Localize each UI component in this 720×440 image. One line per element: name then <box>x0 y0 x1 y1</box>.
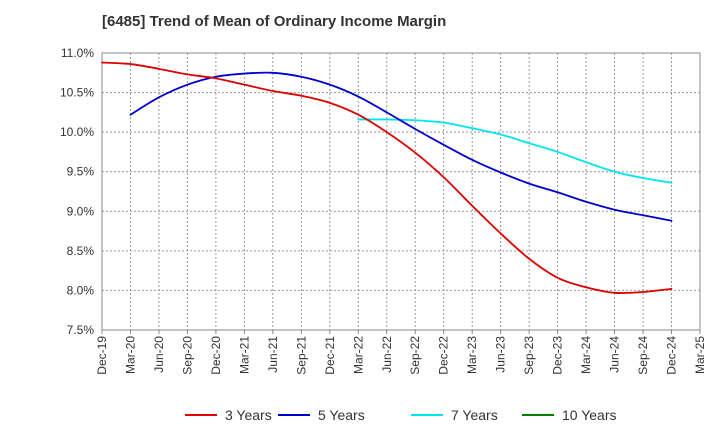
x-tick-label: Jun-21 <box>266 336 280 373</box>
legend-label-3-years: 3 Years <box>225 407 272 423</box>
x-tick-label: Sep-21 <box>294 336 308 375</box>
series-line-3-years <box>101 61 673 295</box>
legend: 3 Years 5 Years 7 Years 10 Years <box>185 407 617 423</box>
y-tick-label: 8.0% <box>67 283 95 297</box>
x-tick-label: Dec-21 <box>323 336 337 375</box>
chart-title: [6485] Trend of Mean of Ordinary Income … <box>102 13 447 30</box>
y-tick-label: 7.5% <box>67 323 95 337</box>
x-tick-label: Dec-22 <box>437 336 451 375</box>
x-tick-label: Sep-22 <box>408 336 422 375</box>
y-tick-label: 9.0% <box>67 204 95 218</box>
x-tick-label: Mar-23 <box>465 336 479 374</box>
x-tick-label: Dec-23 <box>551 336 565 375</box>
legend-label-10-years: 10 Years <box>562 407 617 423</box>
x-tick-label: Dec-19 <box>95 336 109 375</box>
series-layer <box>101 61 673 295</box>
x-tick-label: Jun-20 <box>152 336 166 373</box>
plot-border <box>101 52 701 331</box>
x-tick-label: Jun-23 <box>494 336 508 373</box>
x-tick-label: Sep-23 <box>522 336 536 375</box>
x-tick-label: Mar-20 <box>123 336 137 374</box>
x-tick-label: Mar-25 <box>693 336 707 374</box>
series-line-5-years <box>129 71 673 222</box>
y-tick-label: 9.5% <box>67 165 95 179</box>
y-tick-label: 10.5% <box>60 86 94 100</box>
x-tick-label: Sep-20 <box>180 336 194 375</box>
x-tick-label: Dec-20 <box>209 336 223 375</box>
plot-background <box>102 53 700 330</box>
x-tick-label: Mar-22 <box>351 336 365 374</box>
legend-label-7-years: 7 Years <box>451 407 498 423</box>
x-tick-label: Mar-24 <box>579 336 593 374</box>
axis-layer: 11.0% 10.5% 10.0% 9.5% 9.0% 8.5% 8.0% 7.5%Dec-1… <box>60 46 707 375</box>
x-tick-label: Jun-22 <box>380 336 394 373</box>
y-tick-label: 11.0% <box>61 46 94 60</box>
y-tick-label: 8.5% <box>67 244 95 258</box>
x-tick-label: Sep-24 <box>636 336 650 375</box>
x-tick-label: Jun-24 <box>608 336 622 373</box>
legend-label-5-years: 5 Years <box>318 407 365 423</box>
series-line-7-years <box>357 118 673 184</box>
x-tick-label: Dec-24 <box>665 336 679 375</box>
y-tick-label: 10.0% <box>60 125 94 139</box>
x-tick-label: Mar-21 <box>237 336 251 374</box>
